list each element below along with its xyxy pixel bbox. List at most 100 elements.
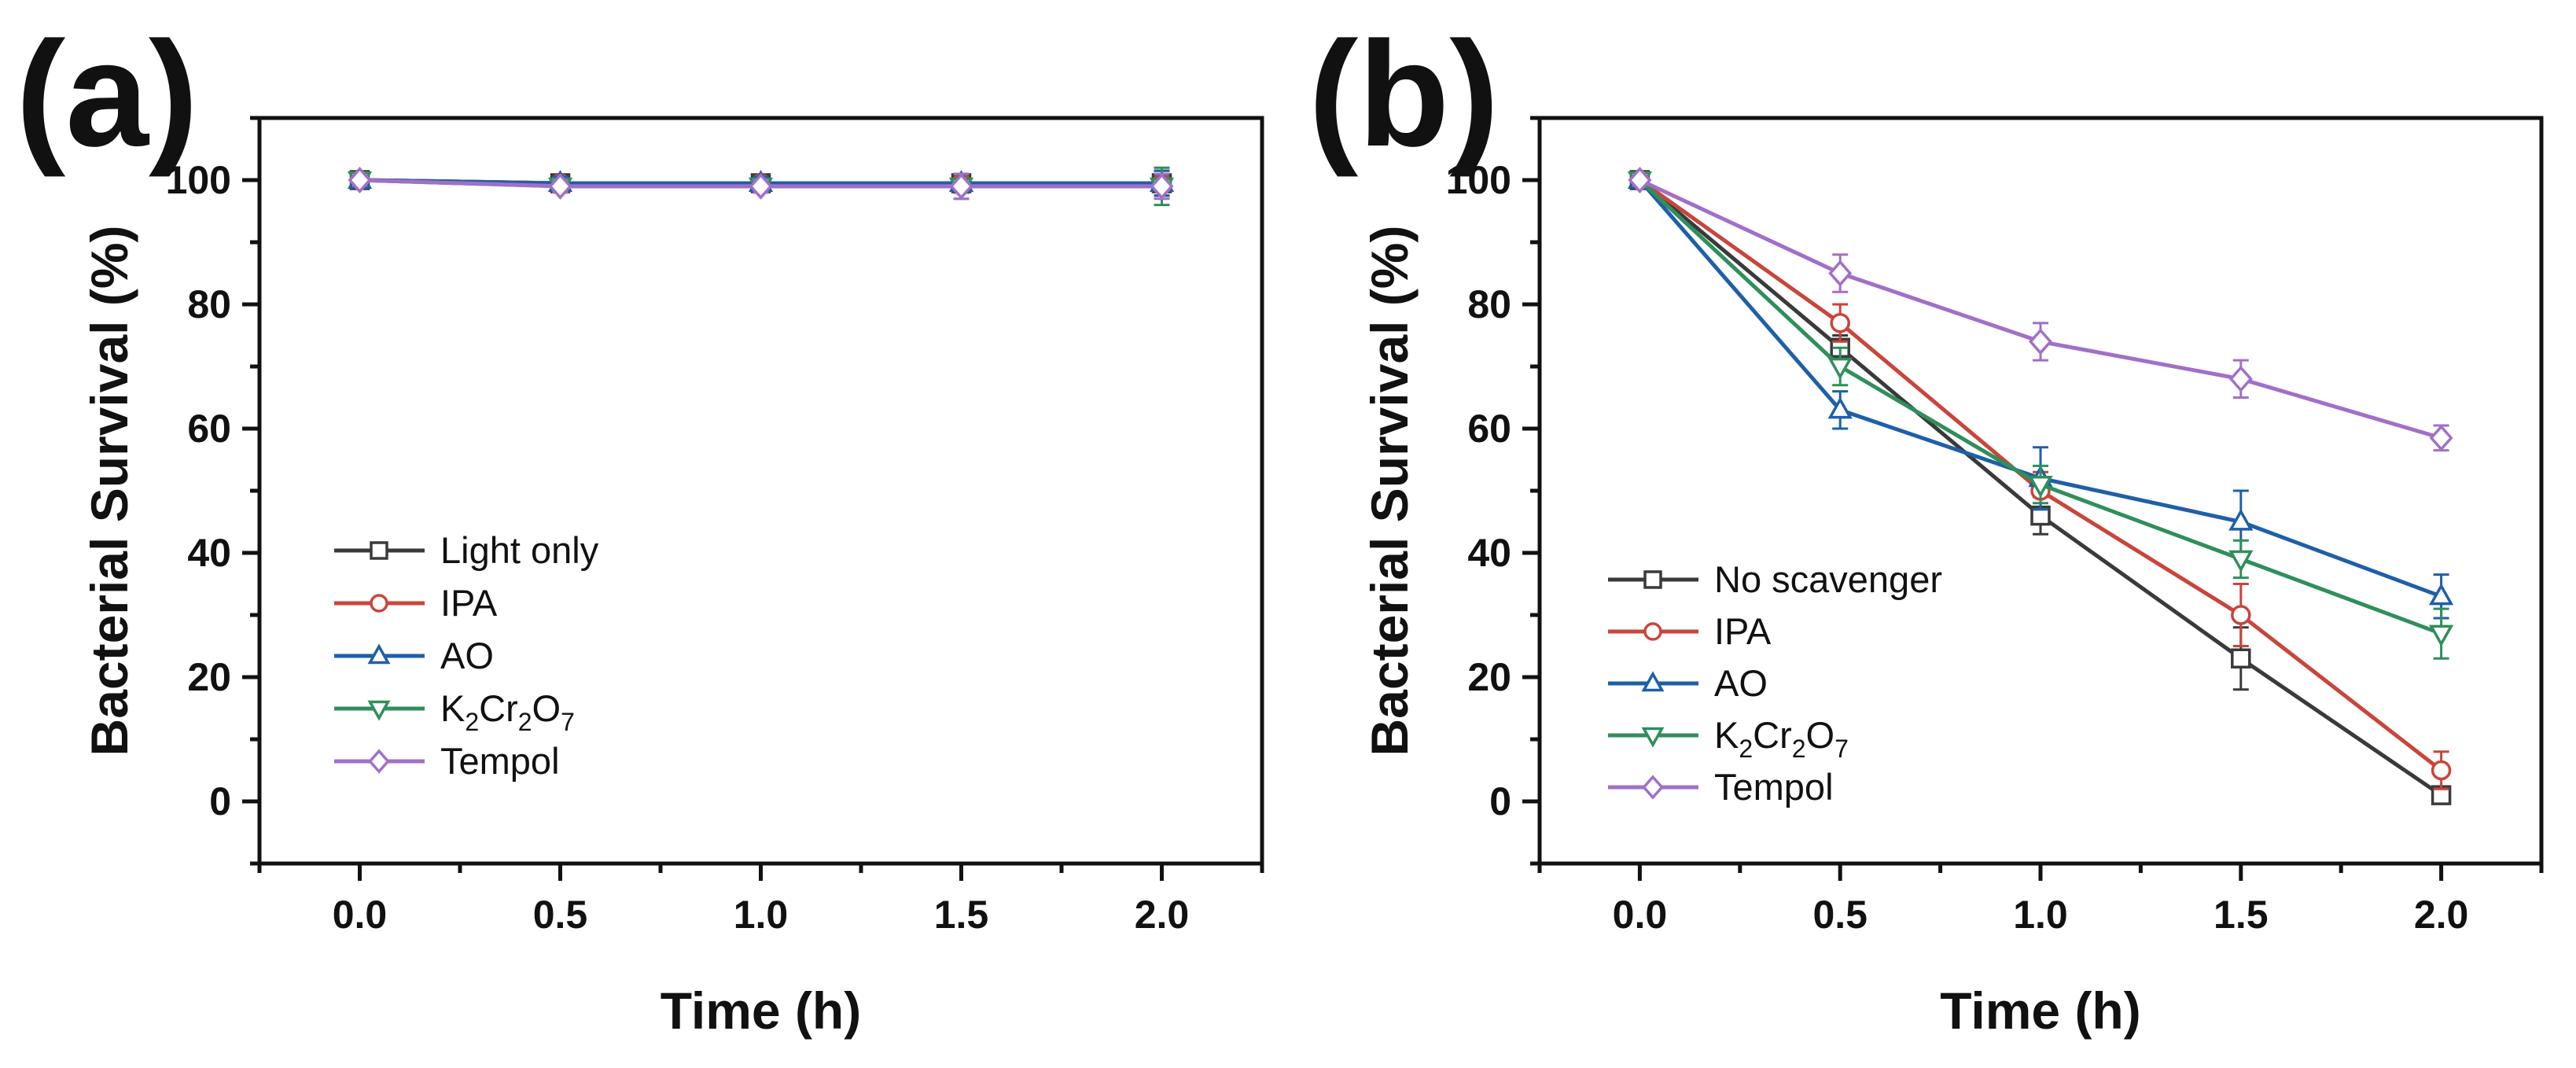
legend-marker — [367, 700, 391, 721]
legend-label: Light only — [440, 529, 599, 571]
x-tick-label: 2.0 — [2414, 893, 2469, 937]
legend-marker — [1641, 727, 1665, 748]
legend-marker — [368, 749, 390, 774]
legend-subscript: 2 — [518, 708, 532, 736]
data-point — [2029, 328, 2052, 355]
legend-text-part: Cr — [479, 687, 518, 729]
legend-text-part: K — [440, 687, 465, 729]
legend-item: AO — [334, 635, 494, 676]
y-axis-title: Bacterial Survival (%) — [1360, 226, 1419, 757]
legend-text-part: Tempol — [440, 740, 560, 782]
legend-item: AO — [1608, 662, 1768, 704]
data-point — [1628, 167, 1652, 193]
legend-item: K2Cr2O7 — [334, 687, 575, 736]
legend-text-part: K — [1714, 714, 1739, 756]
legend-text-part: Light only — [440, 529, 599, 571]
y-axis-title: Bacterial Survival (%) — [80, 226, 138, 757]
data-point — [348, 167, 372, 193]
legend-marker — [367, 643, 391, 665]
data-point — [1828, 260, 1853, 287]
legend-item: Tempol — [1608, 766, 1834, 808]
legend-marker — [370, 594, 388, 613]
series-tempol — [348, 167, 1174, 201]
series-ao — [1627, 167, 2454, 620]
legend-label: Tempol — [440, 740, 560, 782]
legend-item: K2Cr2O7 — [1608, 714, 1849, 763]
data-point — [1827, 357, 1853, 380]
panel-label: (b) — [1308, 11, 1500, 178]
legend-label: No scavenger — [1714, 558, 1942, 600]
data-point — [2228, 365, 2253, 392]
series-line — [1639, 178, 2442, 440]
legend-label: IPA — [1714, 610, 1772, 652]
y-tick-label: 20 — [1467, 655, 1511, 699]
data-point — [2228, 550, 2254, 573]
data-point — [2228, 508, 2254, 531]
legend-text-part: O — [532, 687, 561, 729]
legend-item: IPA — [1608, 610, 1772, 652]
legend-marker — [1643, 622, 1662, 641]
x-tick-label: 0.5 — [533, 893, 588, 937]
legend-text-part: Cr — [1753, 714, 1792, 756]
data-point — [1827, 396, 1853, 419]
legend-marker — [1641, 671, 1665, 692]
legend-text-part: IPA — [1714, 610, 1772, 652]
legend-subscript: 7 — [1834, 735, 1849, 763]
legend-label: K2Cr2O7 — [1714, 714, 1849, 763]
legend-text-part: No scavenger — [1714, 558, 1942, 600]
legend-label: K2Cr2O7 — [440, 687, 575, 736]
y-tick-label: 0 — [209, 779, 231, 823]
plot-frame — [257, 116, 1264, 866]
data-point — [749, 172, 773, 200]
y-tick-label: 80 — [187, 282, 231, 326]
legend-subscript: 7 — [561, 708, 575, 736]
data-point — [2431, 785, 2452, 805]
legend-text-part: Tempol — [1714, 766, 1834, 808]
y-tick-label: 40 — [187, 531, 231, 575]
legend-item: No scavenger — [1608, 558, 1942, 600]
data-point — [2428, 583, 2454, 606]
series-tempol — [1628, 167, 2453, 452]
y-tick-label: 80 — [1467, 282, 1511, 326]
legend-item: IPA — [334, 582, 498, 624]
legend-label: IPA — [440, 582, 498, 624]
y-tick-label: 60 — [187, 407, 231, 451]
data-point — [2428, 624, 2454, 647]
x-tick-label: 0.0 — [1613, 893, 1668, 937]
legend-text-part: IPA — [440, 582, 498, 624]
x-tick-label: 1.5 — [934, 893, 989, 937]
x-tick-label: 1.0 — [2013, 893, 2068, 937]
legend-item: Tempol — [334, 740, 560, 782]
panel-label: (a) — [16, 11, 198, 178]
y-tick-label: 100 — [166, 158, 231, 202]
legend-item: Light only — [334, 529, 599, 571]
data-point — [2030, 505, 2051, 526]
x-axis-title: Time (h) — [661, 981, 861, 1040]
x-tick-label: 0.5 — [1812, 893, 1868, 937]
legend-text-part: AO — [1714, 662, 1768, 704]
legend-subscript: 2 — [1792, 735, 1806, 763]
data-point — [2231, 605, 2251, 625]
data-point — [1150, 172, 1174, 200]
x-tick-label: 1.0 — [734, 893, 789, 937]
x-tick-label: 2.0 — [1135, 893, 1190, 937]
x-axis-title: Time (h) — [1940, 981, 2140, 1040]
legend-text-part: O — [1806, 714, 1835, 756]
data-point — [548, 172, 572, 200]
data-point — [2028, 476, 2053, 498]
legend-label: AO — [440, 635, 494, 676]
legend-label: AO — [1714, 662, 1768, 704]
data-point — [1830, 312, 1850, 333]
y-tick-label: 40 — [1467, 531, 1511, 575]
panel-b: (b) 0.0 0.5 1.0 1.5 2.0 0 20 40 60 80 100 Time (h) Ba… — [1308, 11, 2544, 1040]
legend-text-part: AO — [440, 635, 494, 676]
panel-a: (a) 0.0 0.5 1.0 1.5 2.0 0 20 40 60 80 100 Time (h) Ba… — [16, 11, 1264, 1040]
legend-marker — [370, 541, 388, 560]
data-point — [2231, 648, 2251, 669]
y-tick-label: 100 — [1446, 158, 1511, 202]
legend-subscript: 2 — [465, 708, 479, 736]
data-point — [949, 172, 973, 200]
